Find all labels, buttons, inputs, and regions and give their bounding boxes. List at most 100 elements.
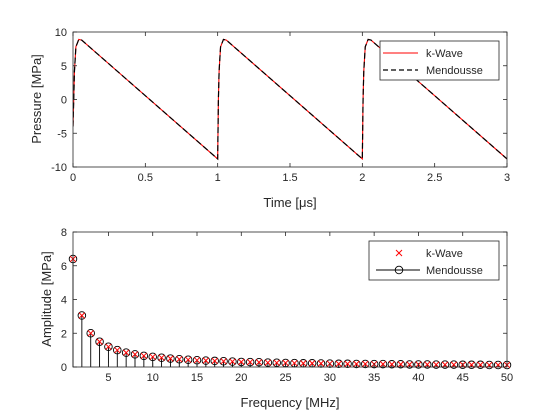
spectrum-y-tick-label: 2: [61, 328, 67, 340]
spectrum-x-tick-label: 35: [368, 372, 380, 384]
kwave-marker: [424, 361, 431, 368]
mendousse-marker: [157, 353, 166, 362]
mendousse-marker: [449, 360, 459, 369]
kwave-marker: [202, 357, 210, 364]
legend-kwave-label: k-Wave: [426, 48, 463, 60]
mendousse-marker: [431, 360, 441, 369]
kwave-marker: [344, 360, 351, 367]
spectrum-axis-ticks: 5 10 15 20 25 30 35 40 45 50 0 2 4 6 8: [61, 227, 513, 384]
kwave-marker: [432, 361, 440, 368]
mendousse-marker: [104, 342, 113, 352]
mendousse-marker: [396, 360, 405, 369]
legend-kwave-marker-swatch: [395, 249, 403, 257]
spectrum-x-tick-label: 20: [235, 372, 247, 384]
spectrum-x-tick-label: 30: [324, 372, 336, 384]
mendousse-marker: [369, 359, 379, 369]
kwave-marker: [317, 360, 325, 367]
mendousse-marker: [183, 355, 193, 364]
kwave-marker: [149, 353, 156, 361]
spectrum-x-tick-label: 5: [105, 372, 111, 384]
mendousse-marker: [467, 360, 476, 370]
mendousse-marker: [325, 359, 335, 368]
time-legend-box: [379, 40, 500, 81]
mendousse-marker: [148, 352, 157, 362]
time-plot: 0 0.5 1 1.5 2 2.5 3 -10 -5 0 5 10 Time [μs] Pressur…: [29, 27, 510, 210]
kwave-marker: [246, 358, 254, 366]
mendousse-marker: [95, 337, 104, 346]
time-x-tick-label: 1.5: [282, 172, 297, 184]
time-y-tick-label: -10: [51, 162, 67, 174]
kwave-marker: [264, 359, 272, 366]
legend-mendousse-stem-swatch: [376, 265, 420, 275]
kwave-marker: [140, 352, 148, 360]
mendousse-marker: [175, 354, 184, 364]
spectrum-x-tick-label: 25: [279, 372, 291, 384]
mendousse-marker: [77, 311, 87, 320]
kwave-marker: [131, 351, 139, 358]
kwave-marker: [379, 360, 387, 368]
mendousse-marker: [378, 359, 388, 369]
mendousse-marker: [113, 345, 122, 355]
time-x-tick-label: 2.5: [427, 172, 442, 184]
mendousse-marker: [210, 356, 219, 366]
mendousse-marker: [485, 360, 494, 370]
spectrum-x-tick-label: 45: [457, 372, 469, 384]
series-mendousse-line: [73, 38, 507, 161]
mendousse-marker: [254, 358, 264, 367]
spectrum-x-tick-label: 15: [191, 372, 203, 384]
kwave-marker: [87, 330, 94, 337]
spectrum-y-label: Amplitude [MPa]: [39, 251, 54, 346]
kwave-marker: [255, 359, 263, 366]
mendousse-marker: [493, 360, 503, 370]
mendousse-marker: [245, 357, 255, 367]
kwave-marker: [167, 355, 174, 362]
mendousse-marker: [352, 359, 361, 369]
legend-mendousse-stem-label: Mendousse: [426, 265, 483, 277]
kwave-marker: [335, 360, 342, 367]
kwave-marker: [406, 361, 413, 368]
mendousse-marker: [476, 360, 485, 370]
time-axis-ticks: 0 0.5 1 1.5 2 2.5 3 -10 -5 0 5 10: [51, 27, 510, 184]
kwave-marker: [273, 359, 280, 366]
time-x-label: Time [μs]: [263, 195, 316, 210]
spectrum-x-label: Frequency [MHz]: [241, 395, 340, 410]
spectrum-y-tick-label: 4: [61, 295, 67, 307]
spectrum-x-tick-label: 10: [147, 372, 159, 384]
kwave-marker: [291, 359, 298, 367]
kwave-marker: [176, 356, 183, 363]
kwave-marker: [362, 360, 369, 368]
kwave-marker: [441, 361, 449, 368]
time-series-layer: [73, 38, 507, 161]
mendousse-marker: [334, 359, 343, 369]
spectrum-y-tick-label: 8: [61, 227, 67, 239]
kwave-marker: [300, 360, 307, 367]
kwave-marker: [397, 361, 404, 368]
mendousse-marker: [361, 359, 370, 369]
time-y-tick-label: 0: [61, 95, 67, 107]
time-x-tick-label: 2: [359, 172, 365, 184]
kwave-marker: [229, 358, 236, 365]
kwave-marker: [220, 358, 227, 365]
spectrum-y-tick-label: 6: [61, 261, 67, 273]
time-legend: k-Wave Mendousse: [379, 40, 500, 81]
kwave-marker: [96, 338, 103, 345]
kwave-marker: [388, 361, 396, 368]
mendousse-marker: [219, 357, 228, 366]
spectrum-legend-box: [368, 240, 500, 281]
time-y-tick-label: 5: [61, 61, 67, 73]
mendousse-marker: [228, 357, 237, 366]
mendousse-marker: [405, 360, 414, 369]
kwave-marker: [238, 358, 245, 366]
legend-kwave-marker-label: k-Wave: [426, 248, 463, 260]
mendousse-marker: [201, 356, 211, 365]
kwave-marker: [184, 356, 192, 363]
spectrum-x-tick-label: 50: [501, 372, 513, 384]
kwave-marker: [105, 343, 112, 350]
kwave-marker: [193, 357, 201, 364]
mendousse-marker: [263, 358, 273, 367]
time-x-tick-label: 0.5: [138, 172, 153, 184]
kwave-marker: [114, 346, 121, 354]
kwave-marker: [78, 312, 86, 319]
kwave-marker: [353, 360, 360, 368]
